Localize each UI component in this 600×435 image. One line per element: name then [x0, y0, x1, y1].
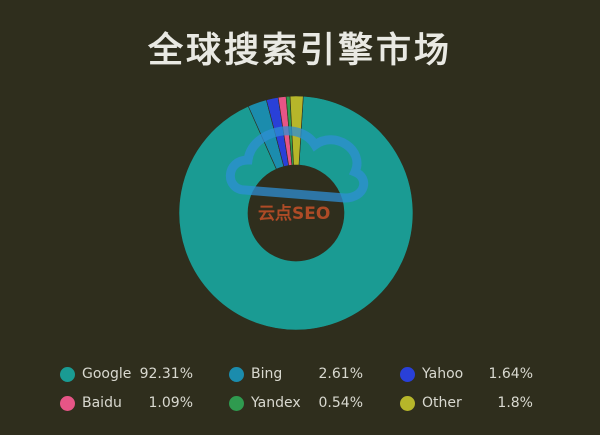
- chart-title: 全球搜索引擎市场: [147, 31, 452, 71]
- watermark-logo: 云点SEO: [225, 126, 369, 224]
- svg-text:云点SEO: 云点SEO: [258, 203, 330, 224]
- cloud-icon: [225, 126, 369, 203]
- watermark-text-cn: 云点: [258, 203, 292, 224]
- watermark-text-en: SEO: [292, 204, 330, 224]
